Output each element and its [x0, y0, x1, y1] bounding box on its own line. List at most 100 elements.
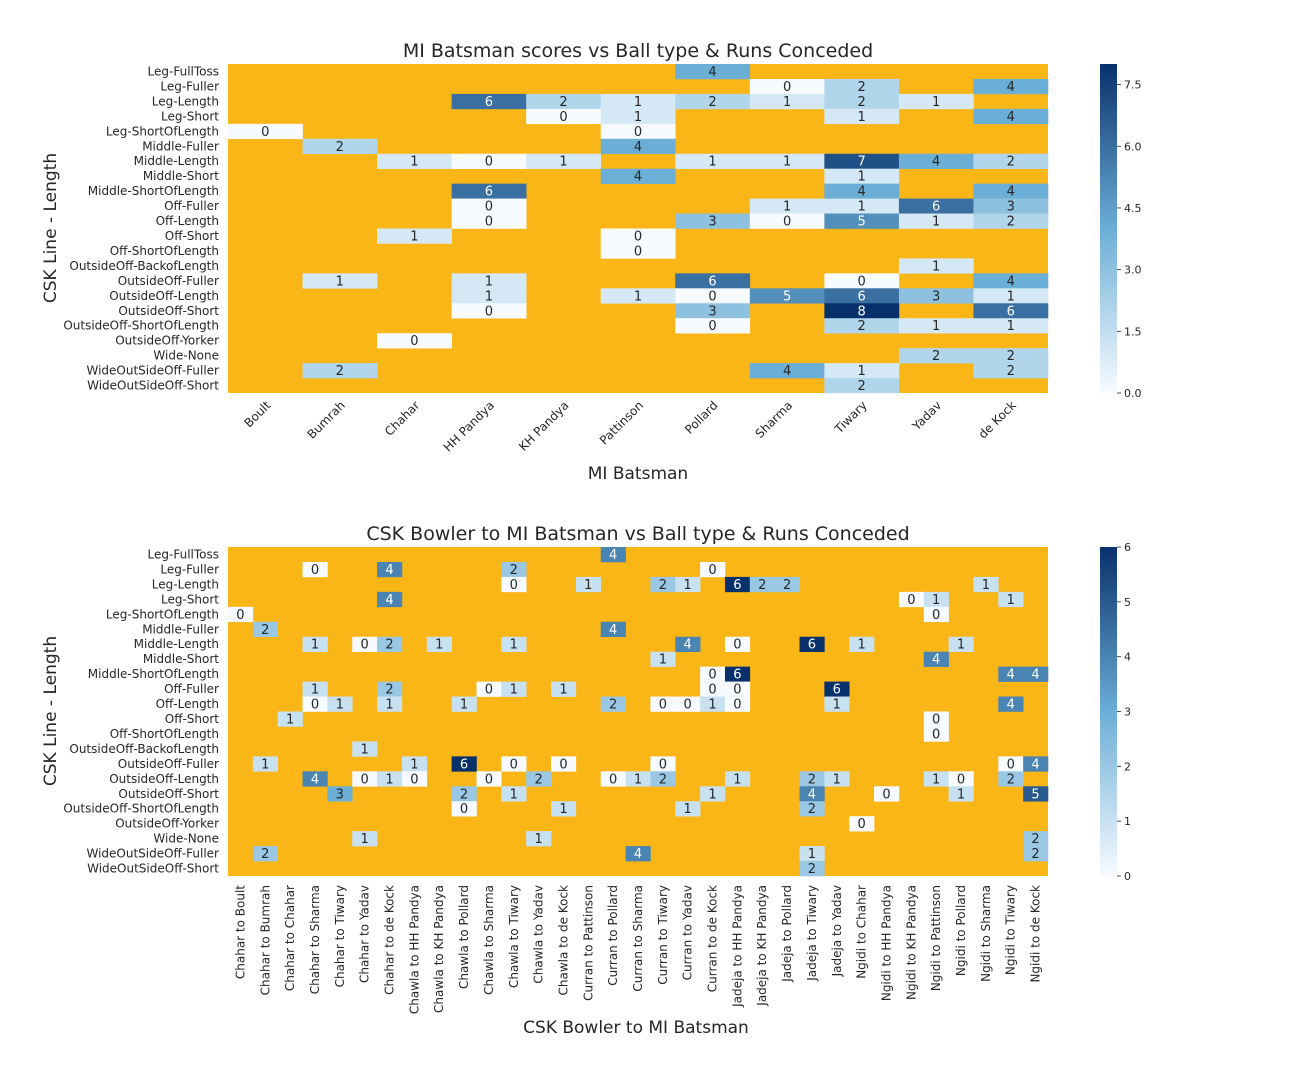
cell-value-label: 6 — [733, 668, 741, 683]
heatmap-cell — [824, 273, 900, 289]
heatmap-cell — [973, 273, 1049, 289]
colorbar-tick-label: 4 — [1124, 651, 1131, 664]
heatmap-cell — [973, 318, 1049, 334]
heatmap-cell — [923, 771, 949, 787]
heatmap-cell — [352, 831, 378, 847]
heatmap-cell — [600, 138, 676, 155]
cell-value-label: 4 — [634, 140, 642, 155]
x-tick-label: Curran to Yadav — [681, 885, 695, 980]
cell-value-label: 1 — [857, 200, 865, 215]
cell-value-label: 0 — [485, 304, 493, 319]
heatmap-cell — [575, 576, 602, 593]
x-tick-label: Pattinson — [597, 398, 646, 447]
cell-value-label: 2 — [932, 349, 940, 364]
cell-value-label: 3 — [336, 787, 344, 802]
x-tick-label: Jadeja to KH Pandya — [755, 885, 769, 1007]
cell-value-label: 0 — [311, 698, 319, 713]
heatmap-cell — [302, 771, 328, 787]
heatmap-cell — [824, 681, 850, 697]
cell-value-label: 0 — [708, 683, 716, 698]
heatmap-cell — [923, 606, 949, 623]
heatmap-cell — [998, 591, 1024, 608]
x-tick-label: Curran to Pollard — [606, 885, 620, 986]
cell-value-label: 1 — [1007, 289, 1015, 304]
y-tick-label: OutsideOff-Short — [118, 304, 219, 318]
x-tick-label: KH Pandya — [516, 398, 571, 453]
cell-value-label: 1 — [460, 698, 468, 713]
heatmap-cell — [1023, 666, 1049, 682]
heatmap-cell — [898, 318, 974, 334]
heatmap-cell — [302, 138, 378, 155]
heatmap-cell — [625, 846, 651, 862]
y-tick-label: Leg-ShortOfLength — [106, 124, 219, 138]
y-tick-labels: Leg-FullTossLeg-FullerLeg-LengthLeg-Shor… — [63, 547, 219, 875]
heatmap-cell — [675, 801, 701, 817]
cell-value-label: 0 — [733, 638, 741, 653]
heatmap-cell — [600, 547, 626, 563]
x-tick-label: Curran to Sharma — [631, 885, 645, 992]
y-tick-label: Off-Short — [165, 712, 220, 726]
cell-value-label: 2 — [1031, 847, 1039, 862]
heatmap-cell — [749, 288, 825, 304]
heatmap-cell — [401, 771, 428, 787]
heatmap-cell — [600, 108, 676, 125]
cell-value-label: 4 — [932, 653, 940, 668]
heatmap-cell — [501, 756, 527, 772]
cell-value-label: 1 — [932, 319, 940, 334]
colorbar: 0 1 2 3 4 5 6 — [1100, 541, 1131, 883]
cell-value-label: 1 — [485, 289, 493, 304]
cell-value-label: 2 — [336, 140, 344, 155]
heatmap-cell — [948, 786, 974, 802]
x-tick-label: Tiwary — [831, 398, 870, 437]
heatmap-cell — [874, 786, 900, 802]
cell-value-label: 1 — [857, 364, 865, 379]
cell-value-label: 0 — [634, 125, 642, 140]
heatmap-cell — [824, 183, 900, 199]
heatmap-cell — [277, 711, 303, 727]
cell-value-label: 2 — [1031, 832, 1039, 847]
cell-value-label: 1 — [957, 638, 965, 653]
cell-value-label: 3 — [932, 289, 940, 304]
y-tick-label: Leg-Length — [152, 577, 219, 591]
x-tick-label: Curran to de Kock — [706, 885, 720, 992]
y-tick-label: Middle-Short — [143, 169, 219, 183]
cell-value-label: 2 — [857, 379, 865, 394]
cell-value-label: 2 — [857, 95, 865, 110]
cell-value-label: 6 — [708, 274, 716, 289]
cell-value-label: 0 — [559, 757, 567, 772]
cell-value-label: 1 — [857, 638, 865, 653]
y-tick-label: Middle-Length — [134, 637, 219, 651]
x-tick-labels: Chahar to Boult Chahar to Bumrah Chahar to… — [233, 885, 1042, 1014]
y-tick-label: Middle-Fuller — [142, 622, 219, 636]
heatmap-cell — [824, 108, 900, 125]
cell-value-label: 1 — [261, 757, 269, 772]
cell-value-label: 6 — [932, 200, 940, 215]
heatmap-cell — [898, 258, 974, 274]
heatmap-cell — [849, 636, 875, 652]
heatmap-cell — [302, 696, 328, 712]
y-tick-label: OutsideOff-BackofLength — [69, 742, 219, 756]
heatmap-cell — [476, 771, 502, 787]
y-tick-label: Off-Short — [165, 229, 220, 243]
heatmap-cell — [451, 93, 527, 110]
x-tick-label: de Kock — [976, 398, 1019, 441]
cell-value-label: 1 — [833, 772, 841, 787]
cell-value-label: 0 — [410, 334, 418, 349]
cell-value-label: 6 — [808, 638, 816, 653]
cell-value-label: 0 — [932, 727, 940, 742]
colorbar-tick-label: 4.5 — [1124, 202, 1142, 215]
cell-value-label: 2 — [609, 698, 617, 713]
cell-value-label: 1 — [361, 742, 369, 757]
cell-value-label: 1 — [708, 155, 716, 170]
cell-value-label: 4 — [684, 638, 692, 653]
colorbar-tick-label: 1.5 — [1124, 325, 1142, 338]
heatmap-cell — [451, 288, 527, 304]
cell-value-label: 0 — [410, 772, 418, 787]
cell-value-label: 1 — [634, 110, 642, 125]
y-tick-label: OutsideOff-Fuller — [118, 757, 219, 771]
heatmap-cell — [923, 651, 949, 667]
heatmap-cell — [824, 168, 900, 184]
heatmap-cell — [973, 303, 1049, 319]
cell-value-label: 1 — [783, 155, 791, 170]
cell-value-label: 1 — [634, 95, 642, 110]
